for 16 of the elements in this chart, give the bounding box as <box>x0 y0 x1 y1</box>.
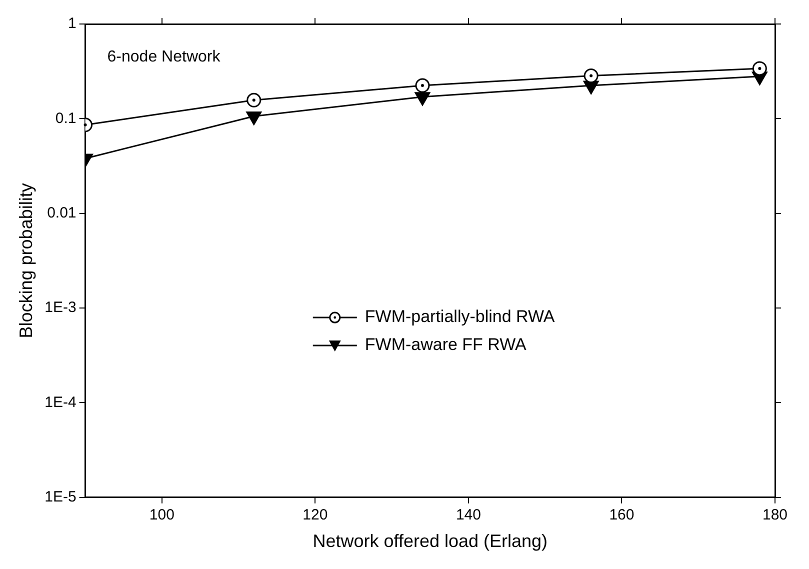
y-axis-title: Blocking probability <box>16 183 36 338</box>
x-tick-label: 160 <box>609 506 634 524</box>
y-tick-label: 0.1 <box>55 110 76 127</box>
legend-label: FWM-partially-blind RWA <box>364 307 556 326</box>
y-tick-label: 1E-4 <box>44 394 76 411</box>
x-tick-label: 180 <box>762 506 788 524</box>
x-tick-label: 100 <box>149 506 174 524</box>
legend-label: FWM-aware FF RWA <box>364 335 528 354</box>
y-tick-label: 1E-3 <box>44 299 76 316</box>
text: 6-node Network <box>107 48 222 66</box>
x-tick-label: 120 <box>302 506 328 524</box>
x-axis-title: Network offered load (Erlang) <box>312 531 548 552</box>
y-tick-label: 1 <box>68 15 76 32</box>
x-tick-label: 140 <box>456 506 481 524</box>
y-tick-label: 0.01 <box>47 204 76 222</box>
y-tick-label: 1E-5 <box>44 488 76 506</box>
